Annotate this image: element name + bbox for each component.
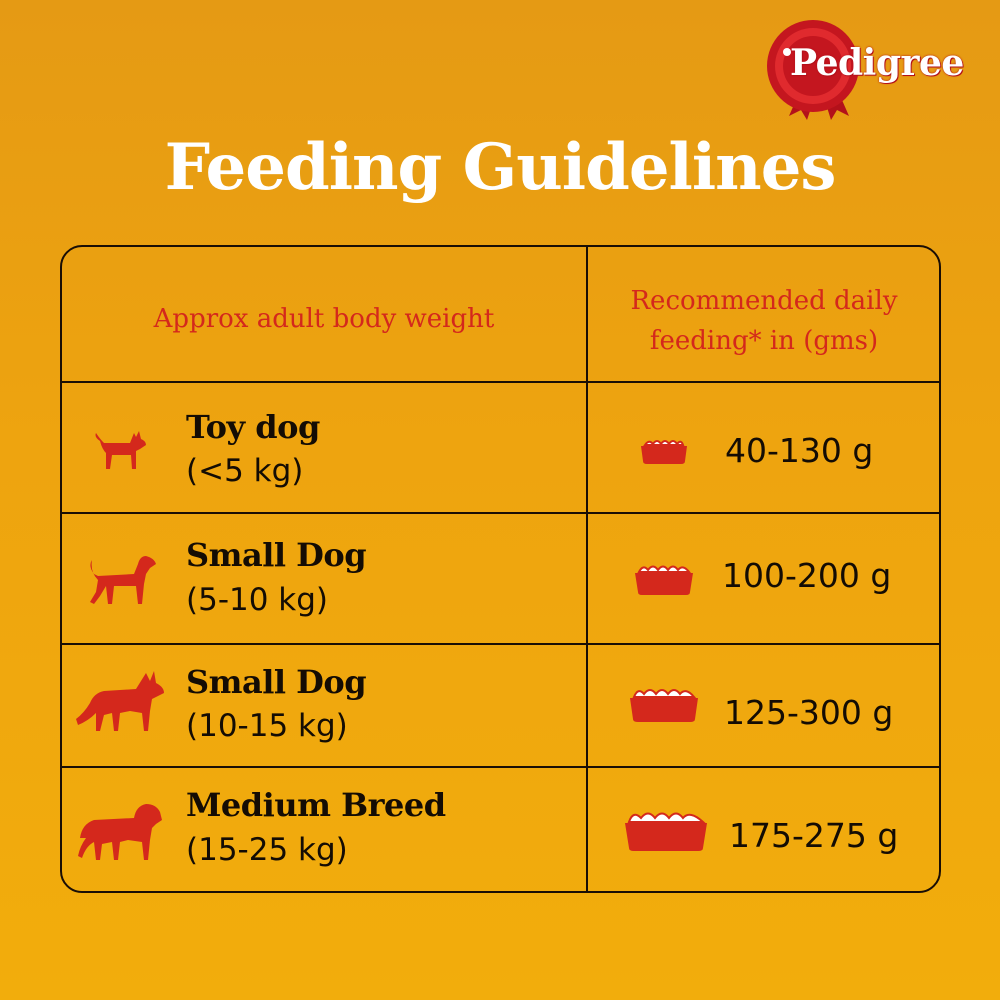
table-row: Small Dog (5-10 kg) 100-200 g [62, 514, 939, 643]
dog-size-label: Small Dog [186, 536, 367, 574]
column-divider [586, 247, 588, 891]
weight-range: (10-15 kg) [186, 708, 348, 744]
rosette-icon [767, 20, 859, 120]
pedigree-logo [767, 20, 859, 120]
header-recommended-line2: feeding* in (gms) [649, 326, 879, 356]
feeding-amount: 100-200 g [722, 556, 892, 595]
weight-range: (5-10 kg) [186, 582, 329, 618]
weight-range: (15-25 kg) [186, 832, 348, 868]
weight-range: (<5 kg) [186, 453, 304, 489]
header-body-weight: Approx adult body weight [153, 304, 495, 334]
bowl-icon [630, 689, 698, 722]
small-dog-icon [90, 556, 156, 604]
header-recommended-line1: Recommended daily [630, 286, 898, 316]
feeding-amount: 175-275 g [729, 816, 899, 855]
feeding-amount: 125-300 g [724, 693, 894, 732]
row-divider [62, 643, 939, 645]
feeding-table: Approx adult body weight Recommended dai… [60, 245, 941, 893]
dog-size-label: Small Dog [186, 663, 367, 701]
medium-dog-icon [78, 804, 162, 860]
bowl-icon [635, 565, 693, 595]
table-row: Small Dog (10-15 kg) 125-300 g [62, 645, 939, 766]
row-divider [62, 766, 939, 768]
feeding-amount: 40-130 g [725, 431, 874, 470]
row-divider [62, 512, 939, 514]
dog-size-label: Medium Breed [186, 786, 446, 824]
table-row: Medium Breed (15-25 kg) 175-275 g [62, 768, 939, 890]
husky-dog-icon [76, 671, 164, 731]
page-title: Feeding Guidelines [164, 130, 837, 205]
dog-size-label: Toy dog [186, 408, 320, 446]
brand-name: Pedigree [790, 42, 964, 84]
table-row: Toy dog (<5 kg) 40-130 g [62, 383, 939, 512]
small-bowl-icon [641, 440, 687, 464]
large-bowl-icon [625, 812, 707, 851]
row-divider [62, 381, 939, 383]
toy-dog-icon [95, 431, 146, 469]
